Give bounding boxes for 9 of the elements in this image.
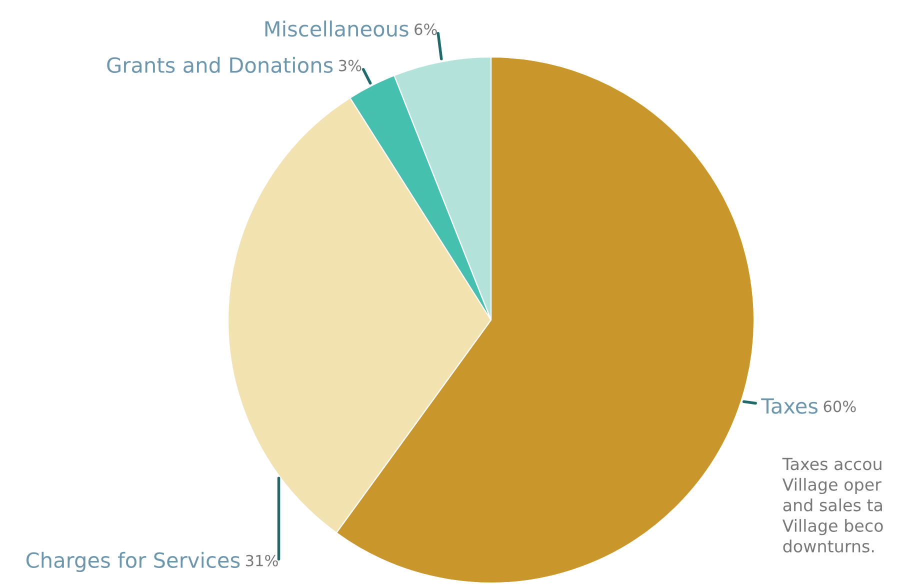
data-label: 6% bbox=[414, 24, 437, 36]
slice-label: Grants and Donations bbox=[107, 56, 333, 73]
text: Taxes accou Village oper and sales ta Village beco downturns. bbox=[782, 458, 883, 553]
data-label: 3% bbox=[338, 60, 362, 72]
slice-label: Miscellaneous bbox=[265, 20, 408, 37]
data-label: 31% bbox=[246, 554, 278, 566]
slice-label: Taxes bbox=[761, 398, 818, 414]
slice-label: Charges for Services bbox=[26, 552, 240, 572]
data-label: 60% bbox=[824, 400, 856, 412]
